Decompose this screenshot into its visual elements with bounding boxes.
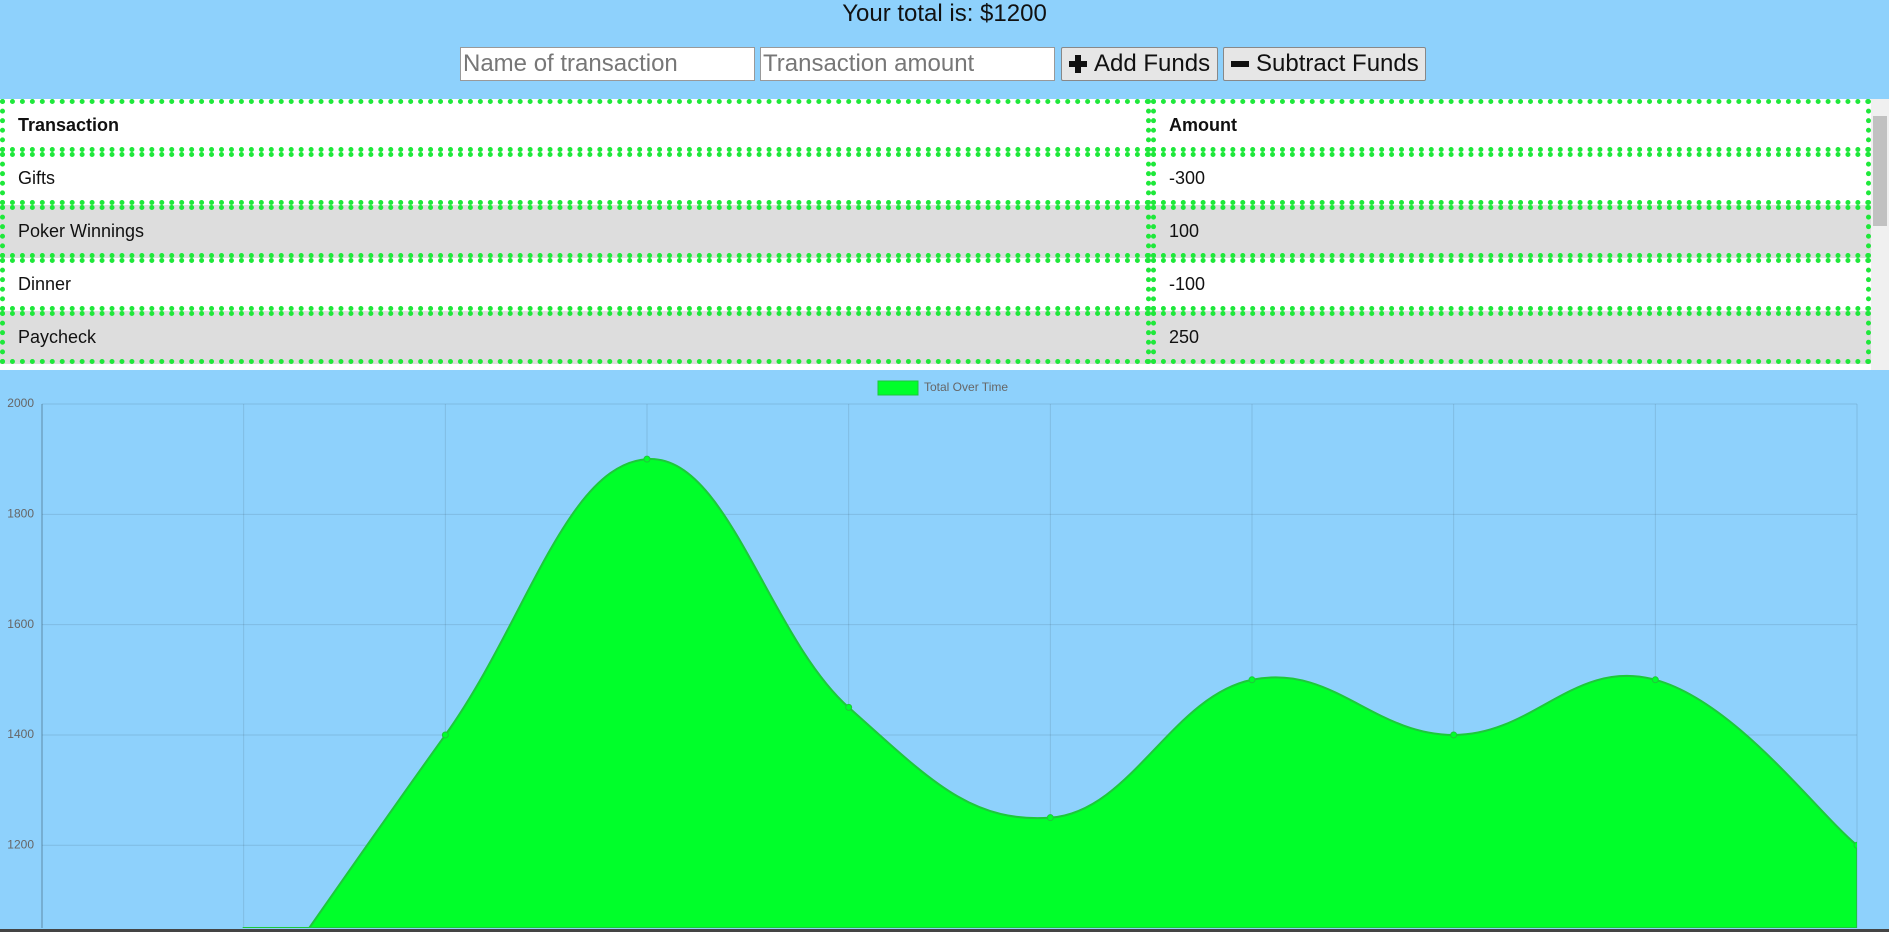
chart: 1200 1400 1600 1800 2000 Total Over Time xyxy=(0,380,1889,932)
bottom-edge xyxy=(0,929,1889,932)
data-point xyxy=(1046,814,1054,822)
scroll-thumb[interactable] xyxy=(1873,116,1887,226)
table-cell: -100 xyxy=(1151,258,1871,311)
table-container: Transaction Amount Gifts -300 Poker Winnin… xyxy=(0,99,1889,370)
table-row: Poker Winnings 100 xyxy=(0,205,1871,258)
data-point xyxy=(1450,731,1458,739)
amount-input[interactable] xyxy=(760,47,1055,81)
area xyxy=(242,458,1857,928)
plus-icon xyxy=(1069,55,1087,73)
legend-swatch xyxy=(877,380,919,396)
table-row: Gifts -300 xyxy=(0,152,1871,205)
name-input[interactable] xyxy=(460,47,755,81)
y-tick-label: 1400 xyxy=(7,727,34,741)
total-text: Your total is: $1200 xyxy=(842,0,1047,27)
add-label: Add Funds xyxy=(1094,50,1211,77)
data-point xyxy=(1853,841,1857,849)
table-cell: 250 xyxy=(1151,311,1871,364)
table-cell: 100 xyxy=(1151,205,1871,258)
data-point xyxy=(1248,676,1256,684)
column-header: Amount xyxy=(1151,99,1871,152)
plot xyxy=(242,455,1857,928)
subtract-label: Subtract Funds xyxy=(1256,50,1419,77)
table-row: Dinner -100 xyxy=(0,258,1871,311)
column-header: Transaction xyxy=(0,99,1151,152)
table-cell: Dinner xyxy=(0,258,1151,311)
table-row: Paycheck 250 xyxy=(0,311,1871,364)
table-cell: Poker Winnings xyxy=(0,205,1151,258)
legend-label: Total Over Time xyxy=(924,380,1008,394)
table-cell: Gifts xyxy=(0,152,1151,205)
y-tick-label: 1200 xyxy=(7,837,34,851)
minus-icon xyxy=(1231,61,1249,67)
table-cell: Paycheck xyxy=(0,311,1151,364)
data-point xyxy=(1651,676,1659,684)
data-point xyxy=(845,703,853,711)
y-tick-label: 2000 xyxy=(7,396,34,410)
data-point xyxy=(643,455,651,463)
scrollbar[interactable] xyxy=(1871,99,1889,370)
transactions-table: Transaction Amount Gifts -300 Poker Winnin… xyxy=(0,99,1871,364)
y-tick-label: 1600 xyxy=(7,617,34,631)
subtract-button[interactable]: Subtract Funds xyxy=(1223,47,1426,81)
data-point xyxy=(441,731,449,739)
y-tick-label: 1800 xyxy=(7,506,34,520)
add-button[interactable]: Add Funds xyxy=(1061,47,1218,81)
table-cell: -300 xyxy=(1151,152,1871,205)
